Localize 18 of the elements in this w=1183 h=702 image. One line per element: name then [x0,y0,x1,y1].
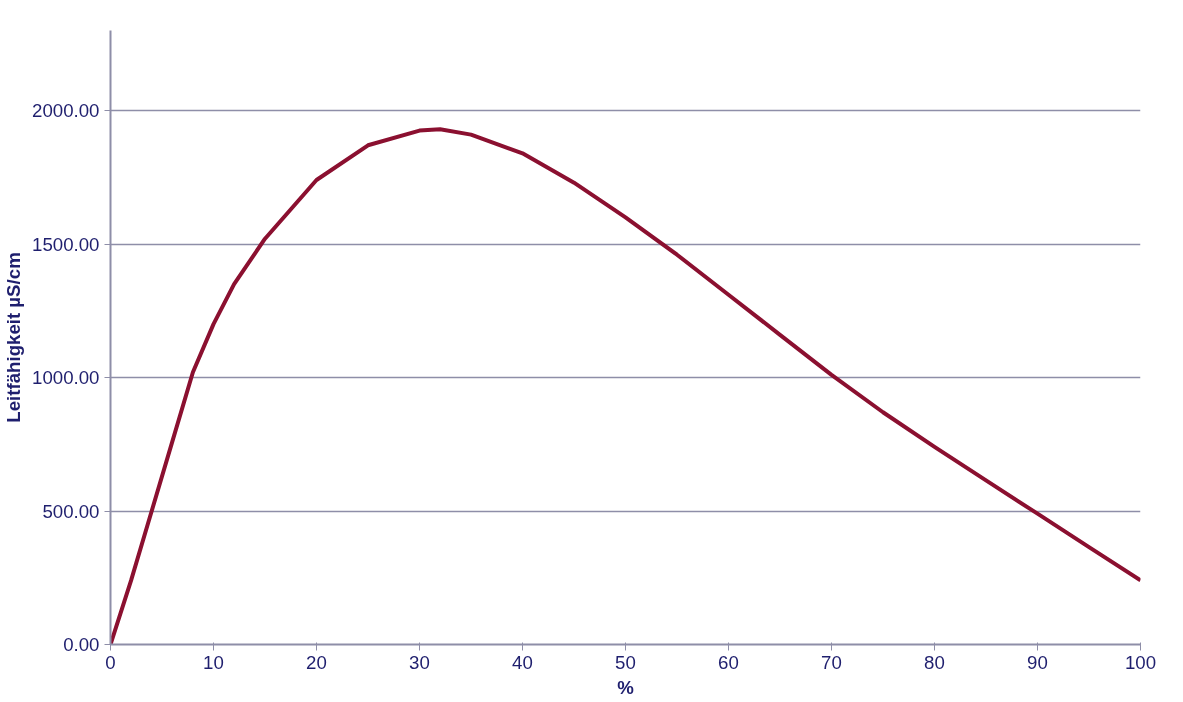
x-tick-label: 10 [203,651,224,673]
x-axis-title: % [617,676,635,698]
x-tick-label: 50 [615,651,636,673]
x-tick-label: 90 [1027,651,1048,673]
x-tick-label: 60 [718,651,739,673]
x-tick-label: 20 [306,651,327,673]
y-tick-label: 0.00 [63,634,100,655]
y-tick-label: 1500.00 [32,233,100,255]
x-tick-label: 70 [821,651,842,673]
y-axis-title: Leitfähigkeit µS/cm [3,252,25,423]
y-tick-label: 2000.00 [32,100,100,122]
x-tick-label: 40 [512,651,533,673]
x-tick-label: 0 [105,651,116,673]
x-tick-label: 80 [924,651,945,673]
y-tick-label: 1000.00 [32,367,100,389]
x-tick-label: 100 [1124,651,1157,673]
y-tick-label: 500.00 [42,500,100,522]
x-tick-label: 30 [409,651,430,673]
